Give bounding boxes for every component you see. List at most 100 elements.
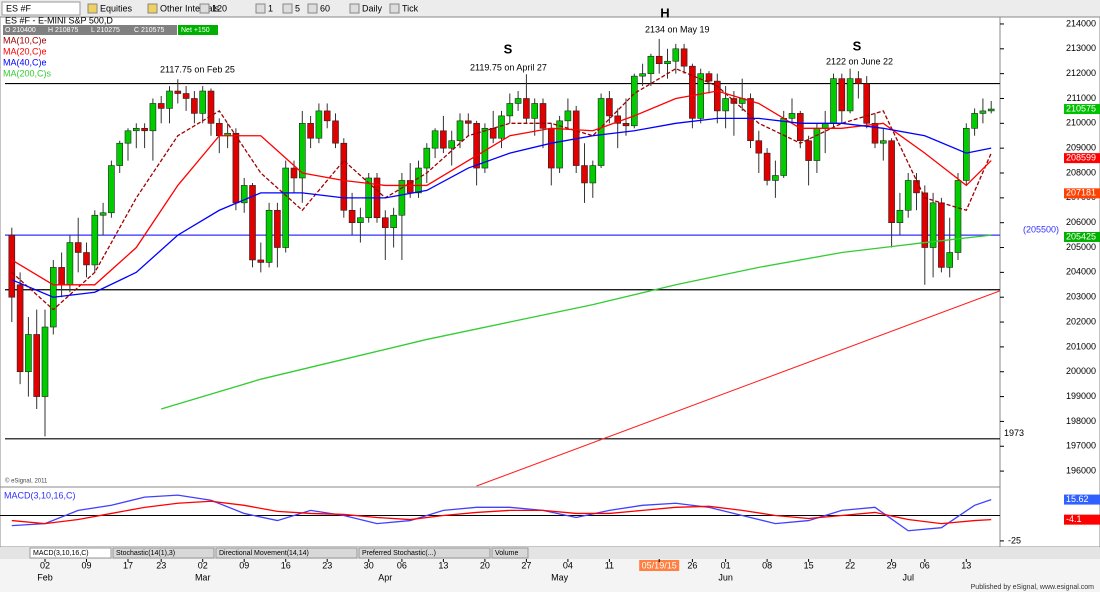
tab[interactable] (491, 547, 529, 559)
toolbar-icon[interactable] (282, 3, 293, 14)
candle-body (290, 167, 298, 179)
annotation: 2122 on June 22 (826, 56, 893, 66)
candle-body (298, 123, 306, 179)
month-label: Feb (37, 572, 53, 582)
candle-body (689, 65, 696, 119)
price-flag-label: 208599 (1066, 153, 1096, 163)
tab[interactable] (358, 547, 491, 559)
net: Net +150 (181, 27, 210, 34)
toolbar-icon[interactable] (199, 3, 210, 14)
candle-body (340, 142, 348, 211)
x-tick-label: 27 (521, 560, 531, 570)
candle-body (896, 209, 904, 223)
toolbar-item[interactable]: Daily (362, 3, 383, 13)
candle-body (232, 132, 240, 204)
y-tick-label: 199000 (1066, 391, 1096, 401)
candle-body (91, 214, 99, 266)
candle-body (498, 115, 505, 139)
x-tick-label: 22 (845, 560, 855, 570)
quote: O 210400 (5, 27, 36, 34)
price-flag (1064, 153, 1100, 164)
tab[interactable] (112, 547, 215, 559)
toolbar-item[interactable]: 5 (295, 3, 300, 13)
toolbar-item[interactable]: Equities (100, 3, 133, 13)
toolbar-item[interactable]: Other Intervals (160, 3, 220, 13)
candle-body (191, 98, 198, 114)
price-flag-label: 207181 (1066, 188, 1096, 198)
candle-body (41, 326, 49, 397)
x-tick-label: 23 (156, 560, 166, 570)
x-tick-label: 16 (281, 560, 291, 570)
toolbar-item[interactable]: 60 (320, 3, 330, 13)
annotation: 2134 on May 19 (645, 24, 710, 34)
x-tick-label: 02 (40, 560, 50, 570)
candle-body (141, 127, 148, 132)
candle-body (74, 242, 82, 253)
y-tick-label: 208000 (1066, 167, 1096, 177)
toolbar-icon[interactable] (87, 3, 98, 14)
toolbar-icon[interactable] (389, 3, 400, 14)
candle-body (207, 90, 215, 124)
toolbar-item[interactable]: 120 (212, 3, 227, 13)
candle-body (539, 103, 547, 129)
toolbar-icon[interactable] (255, 3, 266, 14)
tab-label[interactable]: Volume (495, 550, 518, 557)
candle-body (888, 140, 895, 223)
x-tick-label: 23 (322, 560, 332, 570)
y-tick-label: 198000 (1066, 416, 1096, 426)
candle-body (332, 120, 339, 144)
candle-body (838, 78, 846, 112)
indicator-line (11, 494, 992, 532)
candle-body (655, 55, 663, 65)
candle-body (423, 147, 431, 169)
trendline (476, 290, 1000, 487)
candle-body (398, 180, 406, 216)
legend-entry: MA(20,C)e (3, 46, 47, 56)
symbol: ES #F (6, 3, 32, 13)
candle-body (946, 252, 954, 268)
candle-body (780, 118, 788, 176)
candle-body (904, 180, 912, 211)
toolbar-icon[interactable] (147, 3, 158, 14)
candle-body (108, 165, 115, 214)
x-tick-label: 11 (605, 560, 614, 570)
candle-body (415, 167, 422, 194)
y-tick-label: -25 (1008, 535, 1021, 545)
symbol-box[interactable] (1, 1, 81, 16)
candle-body (622, 123, 630, 127)
candle-body (323, 110, 331, 122)
tab-label[interactable]: MACD(3,10,16,C) (33, 550, 89, 557)
toolbar-icon[interactable] (307, 3, 318, 14)
y-tick-label: 203000 (1066, 292, 1096, 302)
candle-body (249, 185, 256, 261)
tab[interactable] (215, 547, 358, 559)
candle-body (381, 217, 389, 228)
price-flag (1064, 104, 1100, 115)
tab-label[interactable]: Directional Movement(14,14) (219, 550, 309, 557)
month-label: Mar (195, 572, 211, 582)
toolbar-item[interactable]: Tick (402, 3, 419, 13)
indicator-line (11, 117, 992, 298)
annotation: 2117.75 on Feb 25 (160, 64, 235, 74)
candle-body (788, 113, 796, 119)
tab[interactable] (29, 547, 112, 559)
x-tick-label: 01 (721, 560, 731, 570)
tab-label[interactable]: Preferred Stochastic(...) (362, 550, 436, 557)
y-tick-label: 202000 (1066, 316, 1096, 326)
candle-body (921, 192, 929, 248)
toolbar-item[interactable]: 1 (268, 3, 273, 13)
price-flag-label: 15.62 (1066, 494, 1089, 504)
candle-body (282, 167, 290, 248)
quote: C 210575 (134, 27, 164, 34)
toolbar-icon[interactable] (349, 3, 360, 14)
tab-label[interactable]: Stochastic(14(1),3) (116, 550, 175, 557)
y-tick-label: 210000 (1066, 118, 1096, 128)
y-tick-label: 206000 (1066, 217, 1096, 227)
candle-body (440, 130, 447, 149)
candle-body (747, 98, 754, 142)
candle-body (830, 78, 837, 124)
candle-body (606, 98, 613, 117)
y-tick-label: 212000 (1066, 68, 1096, 78)
candle-body (489, 127, 497, 139)
candle-body (564, 110, 572, 122)
